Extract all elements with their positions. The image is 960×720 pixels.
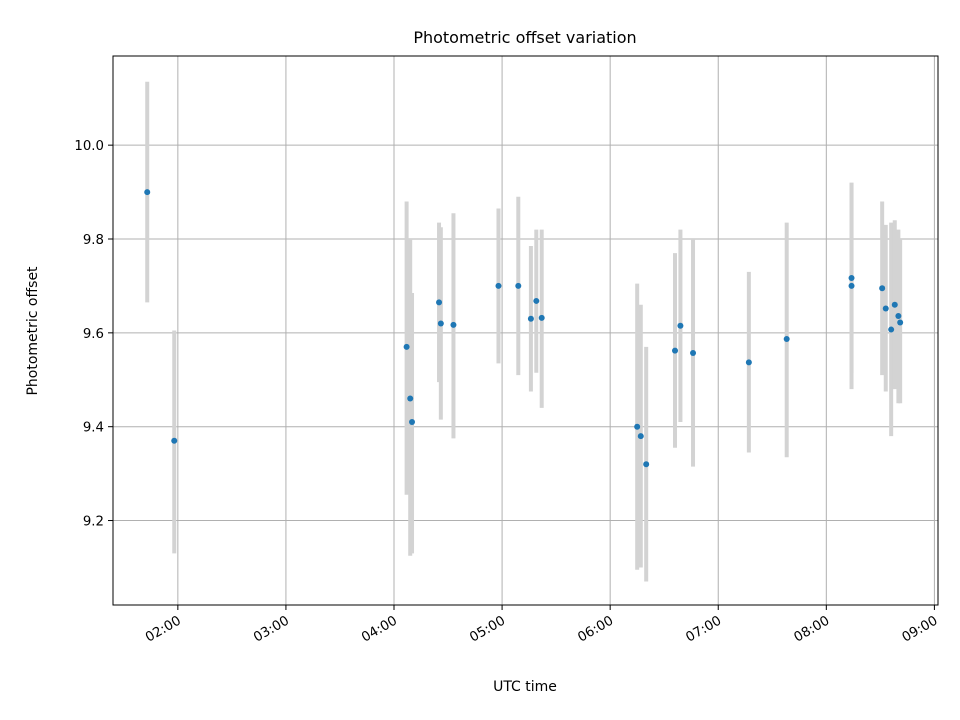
- data-point: [677, 322, 684, 329]
- data-point: [495, 282, 502, 289]
- data-point: [882, 305, 889, 312]
- data-point: [672, 347, 679, 354]
- data-point: [745, 359, 752, 366]
- data-point: [437, 320, 444, 327]
- grid-layer: [113, 56, 938, 605]
- data-point: [891, 301, 898, 308]
- data-point: [879, 285, 886, 292]
- point-layer: [144, 189, 904, 468]
- y-tick-label: 10.0: [74, 139, 104, 154]
- data-point: [407, 395, 414, 402]
- x-tick-label: 02:00: [143, 613, 184, 645]
- y-tick-label: 9.4: [83, 421, 104, 436]
- x-tick-label: 03:00: [251, 613, 292, 645]
- data-point: [888, 326, 895, 333]
- x-tick-label: 09:00: [900, 613, 941, 645]
- data-point: [897, 319, 904, 326]
- data-point: [637, 433, 644, 440]
- data-point: [538, 314, 545, 321]
- data-point: [690, 350, 697, 357]
- data-point: [895, 312, 902, 319]
- y-axis-label: Photometric offset: [25, 266, 41, 396]
- data-point: [634, 423, 641, 430]
- x-tick-label: 08:00: [792, 613, 833, 645]
- data-point: [533, 297, 540, 304]
- data-point: [527, 315, 534, 322]
- data-point: [436, 299, 443, 306]
- x-tick-label: 04:00: [359, 613, 400, 645]
- data-point: [515, 282, 522, 289]
- data-point: [144, 189, 151, 196]
- data-point: [409, 419, 416, 425]
- x-tick-label: 05:00: [467, 613, 508, 645]
- data-point: [848, 274, 855, 281]
- data-point: [643, 461, 650, 468]
- y-tick-label: 9.2: [83, 515, 104, 530]
- data-point: [403, 343, 410, 350]
- chart-title: Photometric offset variation: [413, 28, 636, 47]
- plot-frame: [112, 55, 939, 606]
- x-axis-label: UTC time: [493, 679, 557, 695]
- data-point: [171, 437, 178, 444]
- x-tick-label: 06:00: [575, 613, 616, 645]
- x-tick-label: 07:00: [684, 613, 725, 645]
- data-point: [848, 282, 855, 289]
- data-point: [450, 321, 457, 328]
- y-tick-label: 9.8: [83, 233, 104, 248]
- errorbar-layer: [145, 81, 903, 582]
- tick-layer: 02:00 03:00 04:00 05:00 06:00 07:00 08:00 09:00…: [74, 139, 940, 645]
- data-point: [783, 335, 790, 342]
- y-tick-label: 9.6: [83, 327, 104, 342]
